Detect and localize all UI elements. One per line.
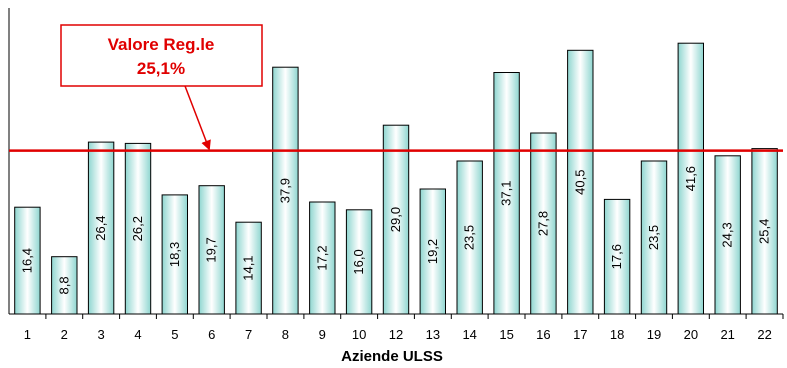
bar-value-label-12: 29,0 bbox=[388, 207, 403, 232]
bar-value-label-4: 26,2 bbox=[130, 216, 145, 241]
x-tick-label-2: 2 bbox=[61, 327, 68, 342]
bar-value-label-17: 40,5 bbox=[572, 170, 587, 195]
x-tick-label-15: 15 bbox=[499, 327, 513, 342]
x-tick-label-4: 4 bbox=[134, 327, 141, 342]
bar-value-label-6: 19,7 bbox=[204, 237, 219, 262]
bar-value-label-1: 16,4 bbox=[19, 248, 34, 273]
x-ticks-group bbox=[46, 314, 783, 319]
bar-value-label-10: 16,0 bbox=[351, 249, 366, 274]
bar-value-label-15: 37,1 bbox=[499, 181, 514, 206]
x-tick-label-16: 16 bbox=[536, 327, 550, 342]
x-tick-label-22: 22 bbox=[757, 327, 771, 342]
x-tick-label-20: 20 bbox=[684, 327, 698, 342]
bar-value-label-7: 14,1 bbox=[241, 255, 256, 280]
bar-value-label-18: 17,6 bbox=[609, 244, 624, 269]
bar-value-label-9: 17,2 bbox=[314, 245, 329, 270]
x-tick-label-1: 1 bbox=[24, 327, 31, 342]
bar-value-label-22: 25,4 bbox=[757, 219, 772, 244]
x-tick-label-5: 5 bbox=[171, 327, 178, 342]
bar-value-label-13: 19,2 bbox=[425, 239, 440, 264]
x-tick-label-10: 10 bbox=[352, 327, 366, 342]
bar-value-label-5: 18,3 bbox=[167, 242, 182, 267]
bar-value-label-3: 26,4 bbox=[93, 215, 108, 240]
x-axis-title: Aziende ULSS bbox=[341, 348, 443, 365]
x-tick-label-18: 18 bbox=[610, 327, 624, 342]
reference-label-line2: 25,1% bbox=[137, 59, 185, 78]
x-tick-label-17: 17 bbox=[573, 327, 587, 342]
x-tick-label-12: 12 bbox=[389, 327, 403, 342]
x-tick-label-19: 19 bbox=[647, 327, 661, 342]
x-tick-label-7: 7 bbox=[245, 327, 252, 342]
bar-value-label-8: 37,9 bbox=[277, 178, 292, 203]
x-tick-label-21: 21 bbox=[720, 327, 734, 342]
reference-callout: Valore Reg.le 25,1% bbox=[61, 25, 262, 86]
bar-value-label-14: 23,5 bbox=[462, 225, 477, 250]
x-tick-label-8: 8 bbox=[282, 327, 289, 342]
reference-label-line1: Valore Reg.le bbox=[108, 35, 215, 54]
x-tick-label-13: 13 bbox=[426, 327, 440, 342]
bar-value-label-2: 8,8 bbox=[56, 276, 71, 294]
bar-value-label-21: 24,3 bbox=[720, 222, 735, 247]
x-tick-label-14: 14 bbox=[462, 327, 476, 342]
x-tick-label-6: 6 bbox=[208, 327, 215, 342]
reference-arrow bbox=[185, 86, 209, 149]
x-tick-label-3: 3 bbox=[97, 327, 104, 342]
x-tick-labels-group: 1 2 3 4 5 6 7 8 9 10 12 13 14 15 16 17 18 19 20 21 22 bbox=[24, 327, 772, 342]
x-tick-label-9: 9 bbox=[319, 327, 326, 342]
bar-value-label-19: 23,5 bbox=[646, 225, 661, 250]
bar-value-label-16: 27,8 bbox=[535, 211, 550, 236]
bar-value-label-20: 41,6 bbox=[683, 166, 698, 191]
